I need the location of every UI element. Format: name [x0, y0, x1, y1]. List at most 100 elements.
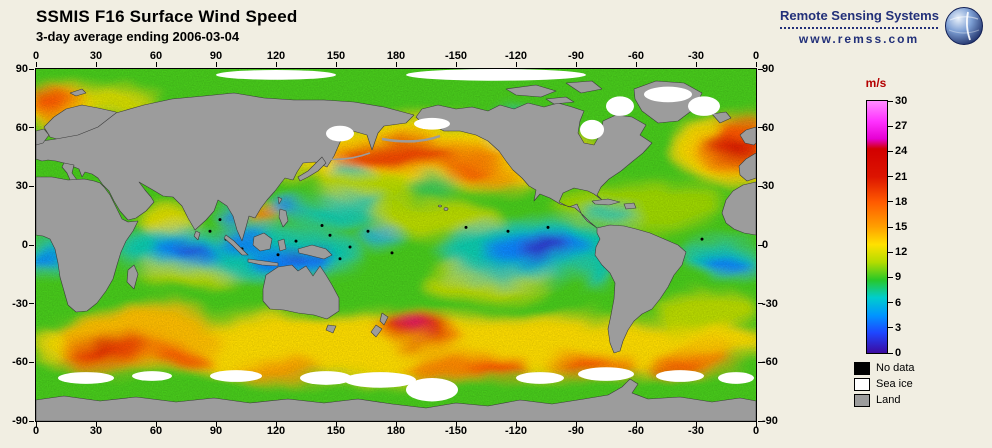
colorbar-tick-label: 30: [895, 95, 908, 107]
colorbar-tick-label: 27: [895, 120, 908, 133]
lon-axis-label-bottom: -90: [568, 425, 584, 437]
land-australia: [262, 264, 340, 320]
globe-logo-icon: [944, 6, 984, 46]
no-data-speck: [348, 245, 352, 249]
sea-ice-patch: [688, 96, 720, 116]
axis-tick: [275, 422, 277, 427]
lat-axis-label-left: 0: [21, 239, 28, 251]
axis-tick: [95, 422, 97, 427]
land-sri-lanka: [193, 230, 201, 241]
no-data-speck: [276, 253, 280, 257]
lon-axis-label-bottom: -120: [504, 425, 528, 437]
sea-ice-patch: [300, 371, 352, 385]
no-data-speck: [506, 229, 510, 233]
axis-tick: [755, 62, 757, 67]
lon-axis-label-bottom: -30: [688, 425, 704, 437]
lat-axis-label-left: -90: [12, 415, 28, 427]
legend-label: No data: [876, 362, 915, 374]
land-britain-left: [36, 128, 50, 146]
colorbar-tick-label: 6: [895, 296, 902, 309]
no-data-speck: [700, 237, 704, 241]
brand-name: Remote Sensing Systems: [780, 8, 939, 23]
land-hawaii: [443, 207, 449, 211]
sea-ice-patch: [326, 125, 354, 142]
axis-tick: [758, 303, 763, 305]
lon-axis-label-bottom: 0: [752, 425, 760, 437]
land-arctic-islands: [565, 80, 603, 94]
legend-swatch: [854, 377, 870, 391]
lat-axis-label-right: -90: [762, 415, 778, 427]
lon-axis-label-top: -60: [628, 50, 644, 62]
colorbar-tick-label: 15: [895, 221, 908, 233]
no-data-speck: [366, 229, 370, 233]
lon-axis-label-top: 180: [386, 50, 406, 62]
land-madagascar: [126, 264, 139, 290]
sea-ice-patch: [718, 372, 754, 384]
axis-tick: [395, 422, 397, 427]
legend-swatch: [854, 393, 870, 407]
land-hispaniola: [623, 202, 637, 210]
lat-axis-label-left: -60: [12, 356, 28, 369]
sea-ice-patch: [406, 69, 586, 81]
axis-tick: [455, 422, 457, 427]
lon-axis-label-top: -30: [688, 50, 704, 62]
lon-axis-label-top: -90: [568, 50, 584, 62]
lon-axis-label-bottom: 30: [89, 425, 103, 437]
sea-ice-patch: [656, 370, 704, 382]
colorbar-tick: [888, 226, 893, 228]
lon-axis-label-top: 150: [326, 50, 346, 62]
axis-tick: [215, 422, 217, 427]
lon-axis-label-top: 60: [149, 50, 163, 62]
sea-ice-patch: [210, 370, 262, 382]
land-south-america: [594, 224, 687, 354]
lat-axis-label-right: -60: [762, 356, 778, 369]
colorbar-tick-label: 12: [895, 246, 908, 259]
axis-tick: [758, 420, 763, 422]
land-britain-right: [739, 126, 756, 146]
lat-axis-label-right: -30: [762, 297, 778, 310]
land-java: [247, 258, 279, 267]
axis-tick: [395, 62, 397, 67]
land-aleutians: [381, 134, 441, 143]
colorbar-tick: [888, 100, 893, 102]
sea-ice-patch: [644, 86, 692, 103]
brand-url-link[interactable]: www.remss.com: [798, 32, 920, 46]
land-new-guinea: [297, 244, 333, 260]
wind-speed-map-svg: [36, 69, 756, 421]
colorbar-tick-label: 0: [895, 347, 902, 359]
axis-tick: [29, 185, 34, 187]
axis-tick: [335, 62, 337, 67]
no-data-speck: [294, 239, 298, 243]
sea-ice-patch: [578, 367, 634, 381]
world-map: [35, 68, 757, 422]
legend-swatch: [854, 361, 870, 375]
sea-ice-patch: [516, 372, 564, 384]
axis-tick: [695, 422, 697, 427]
land-africa: [36, 176, 139, 313]
sea-ice-patch: [132, 371, 172, 381]
land-antarctica: [36, 378, 756, 421]
no-data-speck: [338, 257, 342, 261]
legend-item: Sea ice: [854, 376, 915, 392]
lat-axis-label-left: 60: [15, 121, 28, 134]
page-subtitle: 3-day average ending 2006-03-04: [36, 29, 240, 44]
land-eurasia: [36, 92, 415, 242]
lon-axis-label-bottom: 90: [209, 425, 223, 437]
lon-axis-label-bottom: 120: [266, 425, 286, 437]
land-tasmania: [325, 324, 337, 334]
land-sulawesi: [277, 238, 287, 252]
axis-tick: [635, 422, 637, 427]
axis-tick: [575, 62, 577, 67]
lon-axis-label-top: -150: [444, 50, 468, 62]
colorbar-tick: [888, 125, 893, 127]
axis-tick: [29, 127, 34, 129]
colorbar-tick: [888, 251, 893, 253]
axis-tick: [155, 62, 157, 67]
axis-tick: [758, 185, 763, 187]
legend-item: Land: [854, 392, 915, 408]
axis-tick: [455, 62, 457, 67]
no-data-speck: [328, 233, 332, 237]
land-hawaii: [438, 204, 442, 208]
axis-tick: [695, 62, 697, 67]
land-cuba: [591, 198, 621, 206]
